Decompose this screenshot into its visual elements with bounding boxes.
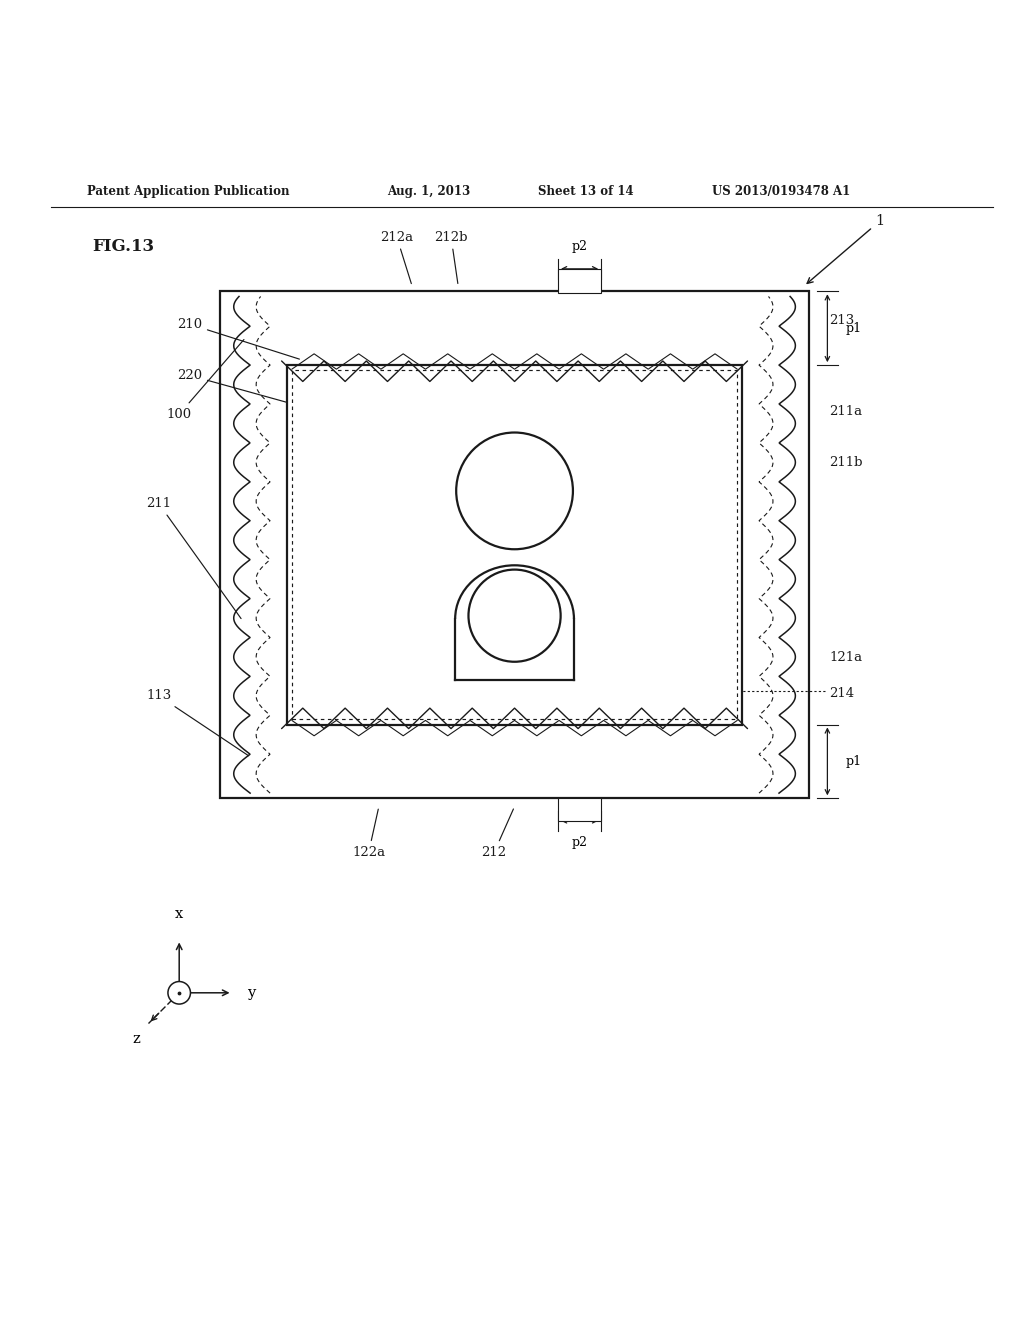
Bar [558, 799, 601, 821]
Text: 121a: 121a [829, 652, 862, 664]
Text: p1: p1 [846, 755, 862, 768]
Circle shape [168, 982, 190, 1005]
Text: p1: p1 [846, 322, 862, 335]
Text: 211: 211 [146, 498, 241, 619]
Text: 210: 210 [177, 318, 299, 359]
Text: 212a: 212a [380, 231, 414, 284]
Text: 1: 1 [807, 214, 885, 284]
Text: US 2013/0193478 A1: US 2013/0193478 A1 [712, 185, 850, 198]
Text: Sheet 13 of 14: Sheet 13 of 14 [538, 185, 633, 198]
Text: 113: 113 [146, 689, 249, 756]
Text: 100: 100 [167, 339, 244, 421]
Text: FIG.13: FIG.13 [92, 238, 155, 255]
Bar [292, 370, 737, 719]
Text: p2: p2 [571, 836, 588, 849]
Text: Aug. 1, 2013: Aug. 1, 2013 [387, 185, 470, 198]
Text: 213: 213 [829, 314, 855, 326]
Text: Patent Application Publication: Patent Application Publication [87, 185, 290, 198]
Text: y: y [247, 986, 255, 999]
Bar [220, 292, 809, 799]
Bar [287, 366, 742, 725]
Text: 212b: 212b [434, 231, 468, 284]
Text: x: x [175, 907, 183, 921]
Bar [558, 269, 601, 293]
Text: 214: 214 [829, 688, 855, 701]
Text: z: z [132, 1032, 140, 1045]
Text: 122a: 122a [352, 809, 385, 859]
Text: 212: 212 [481, 809, 513, 859]
Text: 220: 220 [177, 368, 290, 403]
Text: 211a: 211a [829, 405, 862, 417]
Text: 211b: 211b [829, 455, 863, 469]
Text: p2: p2 [571, 240, 588, 253]
